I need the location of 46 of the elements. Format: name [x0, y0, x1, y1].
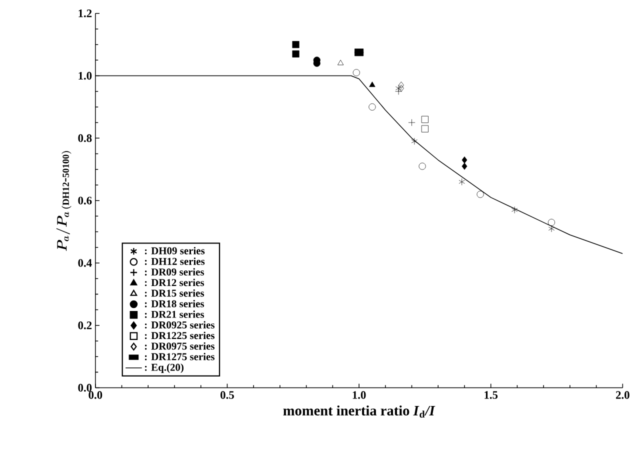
point	[352, 69, 360, 76]
legend-label: : DR18 series	[144, 300, 204, 308]
point	[369, 82, 376, 88]
x-tick-label: 0.0	[88, 391, 102, 399]
legend-label: : DR15 series	[144, 289, 204, 297]
point	[476, 190, 484, 198]
y-tick-label: 0.4	[78, 259, 92, 267]
point	[292, 41, 300, 48]
point	[418, 162, 426, 170]
legend-label: : DR0925 series	[144, 321, 214, 329]
legend-label: : DR1275 series	[144, 352, 214, 360]
legend-label: : DR12 series	[144, 278, 204, 286]
point	[398, 82, 404, 89]
x-tick-label: 1.0	[352, 391, 366, 399]
y-tick-label: 0.2	[78, 322, 92, 330]
y-tick-label: 1.0	[78, 72, 92, 80]
x-axis-title: moment inertia ratio I$_{d}$/I	[283, 405, 436, 418]
point	[398, 84, 404, 92]
legend-label: : DR1225 series	[144, 332, 214, 340]
point	[338, 60, 344, 66]
y-tick-label: 1.2	[78, 10, 92, 18]
point	[458, 178, 465, 186]
point	[292, 50, 300, 58]
x-tick-label: 2.0	[616, 391, 630, 399]
legend-label: : Eq.(20)	[144, 364, 184, 374]
legend-label: : DR09 series	[144, 268, 204, 276]
legend-label: : DH12 series	[144, 258, 205, 265]
point	[396, 84, 402, 92]
point	[411, 138, 418, 145]
x-tick-label: 1.5	[484, 391, 498, 399]
point	[548, 218, 556, 226]
x-tick-label: 0.5	[220, 391, 234, 399]
y-tick-label: 0.6	[78, 196, 92, 204]
legend-label: : DR0975 series	[144, 342, 214, 350]
point	[421, 125, 428, 132]
y-tick-label: 0.8	[78, 134, 92, 142]
point	[462, 162, 468, 170]
point	[368, 103, 376, 111]
point	[512, 206, 518, 214]
y-axis-title: $P_{a}/P_{a\,(\mathrm{DH12\mbox{-}50100})}$	[56, 151, 72, 251]
legend-label: : DH09 series	[144, 247, 205, 254]
point	[421, 116, 428, 124]
legend-label: : DR21 series	[144, 310, 204, 318]
point	[462, 156, 468, 164]
point	[548, 225, 555, 232]
y-tick-label: 0.0	[78, 384, 92, 392]
